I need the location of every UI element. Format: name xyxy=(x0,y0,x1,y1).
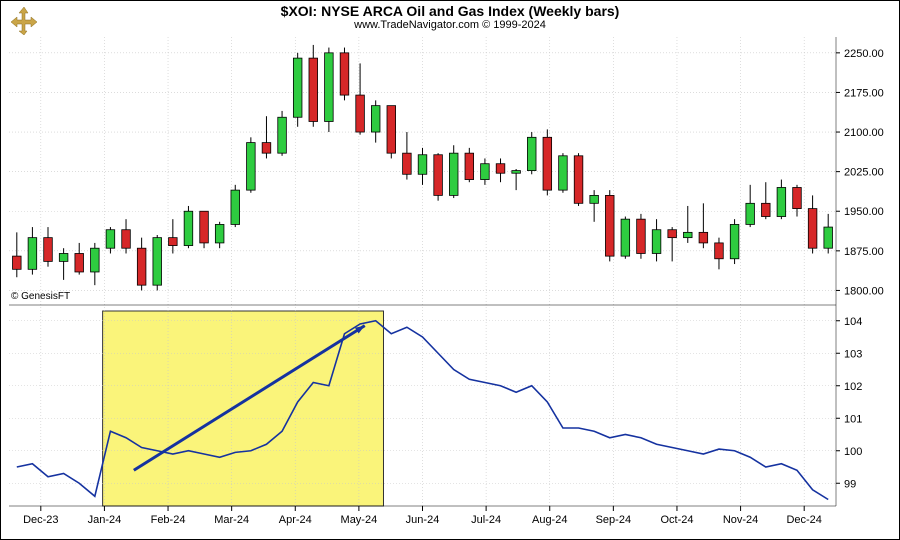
x-tick-label: Dec-24 xyxy=(786,514,821,526)
upper-ytick-label: 2025.00 xyxy=(844,167,884,179)
x-tick-label: Mar-24 xyxy=(214,514,249,526)
candle-body xyxy=(356,95,365,132)
candle-body xyxy=(761,203,770,216)
candle-body xyxy=(215,224,224,242)
candle-body xyxy=(730,224,739,258)
x-tick-label: Feb-24 xyxy=(151,514,186,526)
candle-body xyxy=(309,58,318,121)
candle-body xyxy=(777,187,786,216)
candle-body xyxy=(559,156,568,190)
candle-body xyxy=(106,230,115,248)
candle-body xyxy=(512,171,521,174)
upper-ytick-label: 2250.00 xyxy=(844,48,884,60)
candle-body xyxy=(137,248,146,285)
candle-body xyxy=(481,164,490,180)
candle-body xyxy=(59,253,68,261)
candle-body xyxy=(278,117,287,153)
lower-ytick-label: 103 xyxy=(844,348,862,360)
candle-body xyxy=(387,106,396,154)
candle-body xyxy=(496,164,505,174)
candle-body xyxy=(824,227,833,248)
x-tick-label: Aug-24 xyxy=(532,514,567,526)
lower-ytick-label: 100 xyxy=(844,446,862,458)
candle-body xyxy=(122,230,131,248)
candle-body xyxy=(247,143,256,191)
candle-body xyxy=(293,58,302,117)
upper-ytick-label: 2175.00 xyxy=(844,87,884,99)
candle-body xyxy=(683,232,692,237)
candle-body xyxy=(449,153,458,195)
candle-body xyxy=(371,106,380,132)
candle-body xyxy=(231,190,240,224)
candle-body xyxy=(574,156,583,204)
candle-body xyxy=(605,195,614,256)
candle-body xyxy=(200,211,209,243)
x-tick-label: Apr-24 xyxy=(279,514,312,526)
candle-body xyxy=(527,137,536,170)
x-tick-label: May-24 xyxy=(341,514,378,526)
upper-ytick-label: 1950.00 xyxy=(844,206,884,218)
lower-ytick-label: 104 xyxy=(844,316,862,328)
candle-body xyxy=(184,211,193,245)
x-tick-label: Oct-24 xyxy=(660,514,693,526)
candle-body xyxy=(325,53,334,122)
x-tick-label: Jul-24 xyxy=(471,514,501,526)
candle-body xyxy=(808,209,817,249)
lower-ytick-label: 99 xyxy=(844,478,856,490)
candle-body xyxy=(340,53,349,95)
candle-body xyxy=(418,155,427,175)
candle-body xyxy=(91,248,100,272)
candle-body xyxy=(621,219,630,256)
x-tick-label: Jun-24 xyxy=(406,514,440,526)
upper-ytick-label: 2100.00 xyxy=(844,127,884,139)
candle-body xyxy=(668,230,677,238)
candle-body xyxy=(262,143,271,154)
chart-canvas: 1800.00 1875.00 1950.00 2025.00 2100.00 2175.… xyxy=(1,1,900,540)
lower-ytick-label: 102 xyxy=(844,381,862,393)
candle-body xyxy=(746,203,755,224)
chart-container: $XOI: NYSE ARCA Oil and Gas Index (Weekl… xyxy=(0,0,900,540)
candle-body xyxy=(465,153,474,179)
x-tick-label: Sep-24 xyxy=(596,514,631,526)
candle-body xyxy=(715,243,724,259)
candle-body xyxy=(699,232,708,243)
candle-body xyxy=(543,137,552,190)
candle-body xyxy=(434,155,443,196)
candle-body xyxy=(75,253,84,271)
candle-body xyxy=(13,256,22,269)
candle-body xyxy=(403,153,412,174)
upper-ytick-label: 1875.00 xyxy=(844,246,884,258)
candle-body xyxy=(652,230,661,254)
candle-body xyxy=(28,238,37,270)
x-tick-label: Nov-24 xyxy=(723,514,758,526)
candle-body xyxy=(44,238,53,262)
copyright-label: © GenesisFT xyxy=(11,291,70,302)
candle-body xyxy=(169,238,178,246)
lower-ytick-label: 101 xyxy=(844,413,862,425)
x-tick-label: Dec-23 xyxy=(23,514,58,526)
candle-body xyxy=(590,195,599,203)
candle-body xyxy=(793,187,802,208)
candle-body xyxy=(637,219,646,253)
candle-body xyxy=(153,238,162,286)
x-tick-label: Jan-24 xyxy=(88,514,122,526)
upper-ytick-label: 1800.00 xyxy=(844,285,884,297)
